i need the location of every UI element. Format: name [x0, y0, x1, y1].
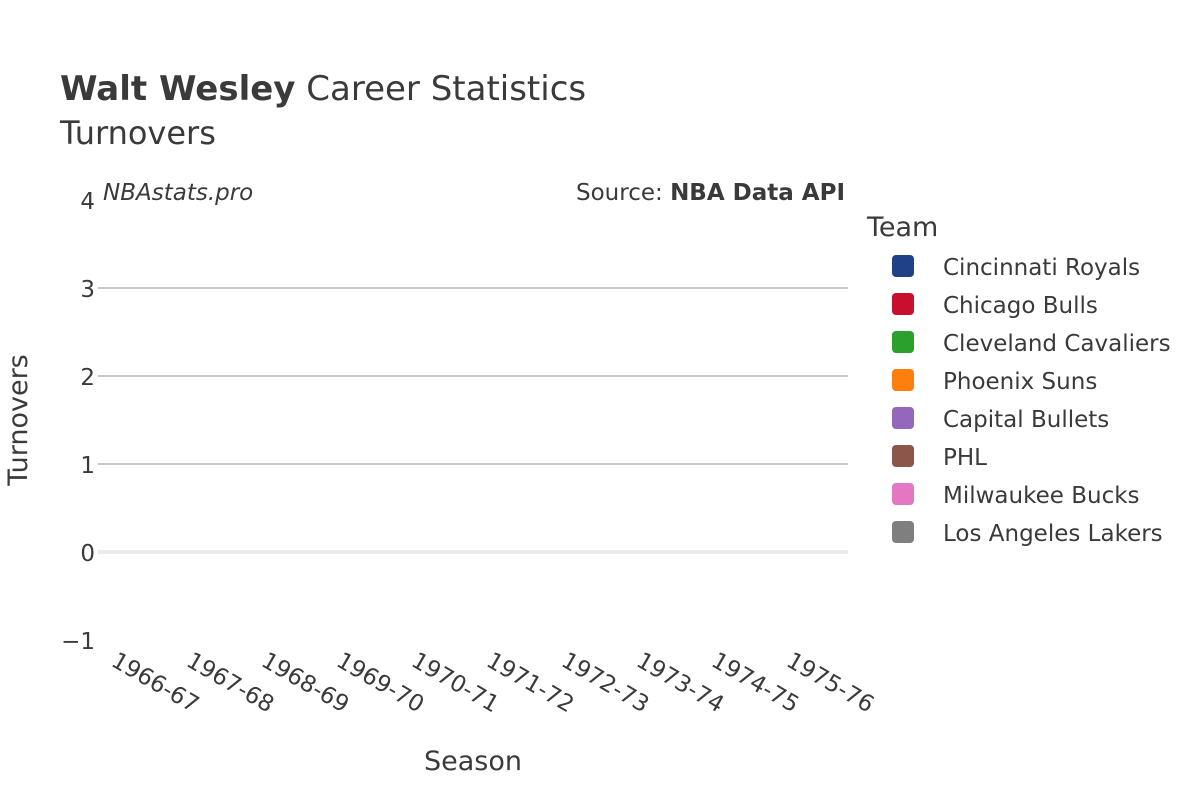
- legend-label: Phoenix Suns: [943, 369, 1097, 395]
- legend-label: PHL: [943, 445, 987, 471]
- watermark: NBAstats.pro: [103, 180, 253, 206]
- legend-label: Los Angeles Lakers: [943, 521, 1163, 547]
- y-tick-label: 0: [80, 541, 95, 567]
- chart-subtitle: Turnovers: [59, 114, 216, 152]
- chart-title: Walt Wesley Career Statistics: [60, 69, 586, 109]
- source-prefix: Source:: [576, 180, 670, 206]
- legend-item[interactable]: Chicago Bulls: [892, 293, 1098, 319]
- x-tick-label: 1975-76: [782, 648, 878, 719]
- legend-swatch: [892, 331, 914, 353]
- legend-label: Capital Bullets: [943, 407, 1109, 433]
- legend-swatch: [892, 407, 914, 429]
- y-tick-label: −1: [61, 629, 95, 655]
- legend-item[interactable]: Phoenix Suns: [892, 369, 1097, 395]
- legend-item[interactable]: PHL: [892, 445, 987, 471]
- legend-label: Milwaukee Bucks: [943, 483, 1140, 509]
- y-tick-label: 3: [80, 277, 95, 303]
- x-axis-title: Season: [424, 746, 522, 777]
- legend-swatch: [892, 293, 914, 315]
- gridlines: [98, 287, 848, 554]
- y-tick-label: 2: [80, 365, 95, 391]
- y-tick-labels: −1 0 1 2 3 4: [61, 189, 95, 655]
- y-tick-label: 4: [80, 189, 95, 215]
- legend-label: Cleveland Cavaliers: [943, 331, 1171, 357]
- y-axis-title: Turnovers: [3, 354, 34, 487]
- legend-item[interactable]: Los Angeles Lakers: [892, 521, 1163, 547]
- x-tick-labels: 1966-671967-681968-691969-701970-711971-…: [107, 648, 878, 719]
- legend: Cincinnati Royals Chicago Bulls Cleveland …: [892, 255, 1171, 547]
- legend-item[interactable]: Milwaukee Bucks: [892, 483, 1140, 509]
- source-credit: Source: NBA Data API: [576, 180, 845, 206]
- legend-item[interactable]: Cleveland Cavaliers: [892, 331, 1171, 357]
- legend-label: Chicago Bulls: [943, 293, 1098, 319]
- legend-swatch: [892, 369, 914, 391]
- legend-swatch: [892, 521, 914, 543]
- legend-swatch: [892, 445, 914, 467]
- legend-label: Cincinnati Royals: [943, 255, 1140, 281]
- legend-item[interactable]: Cincinnati Royals: [892, 255, 1140, 281]
- y-tick-label: 1: [80, 453, 95, 479]
- legend-title: Team: [866, 212, 938, 243]
- chart-title-rest: Career Statistics: [295, 69, 586, 109]
- legend-item[interactable]: Capital Bullets: [892, 407, 1109, 433]
- legend-swatch: [892, 255, 914, 277]
- chart-title-player: Walt Wesley: [60, 69, 295, 109]
- source-name: NBA Data API: [670, 180, 845, 206]
- legend-swatch: [892, 483, 914, 505]
